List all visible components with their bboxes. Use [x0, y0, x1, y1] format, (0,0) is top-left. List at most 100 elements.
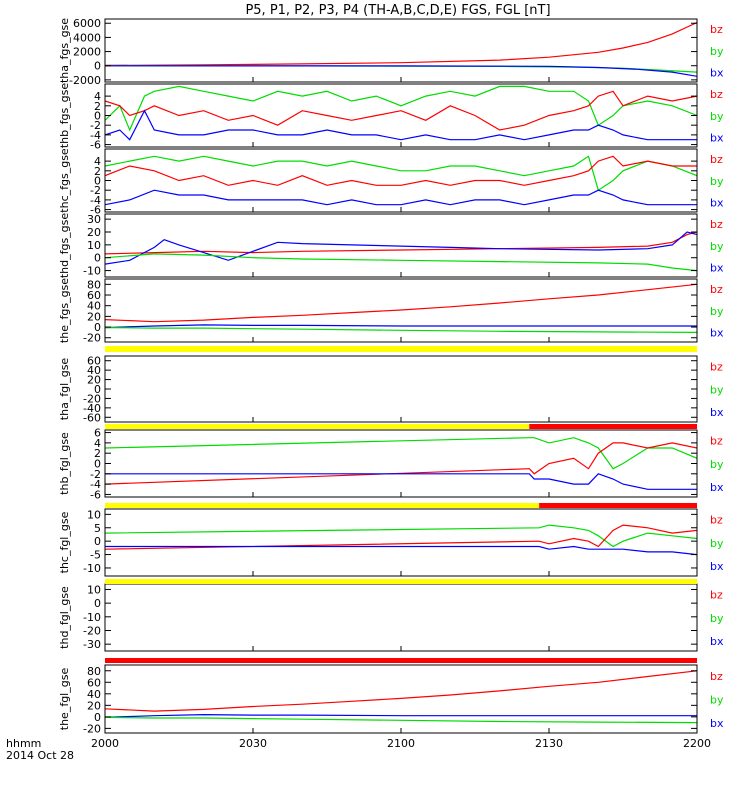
- legend-by: by: [710, 458, 724, 471]
- panel: 100-10-20-30 thd_fgl_gse bz by bx: [58, 583, 724, 652]
- y-tick-label: 40: [87, 300, 101, 313]
- y-tick-label: 0: [94, 175, 101, 188]
- y-tick-label: -2: [90, 184, 101, 197]
- legend-bz: bz: [710, 23, 723, 36]
- series-line-by: [105, 85, 697, 132]
- y-tick-label: 4: [94, 437, 101, 450]
- series-line-bz: [105, 283, 697, 323]
- y-axis-label: thd_fgl_gse: [58, 586, 71, 649]
- legend-by: by: [710, 612, 724, 625]
- legend-bx: bx: [710, 132, 724, 145]
- series-line-bz: [105, 231, 697, 255]
- y-tick-label: 10: [87, 508, 101, 521]
- y-tick-label: -4: [90, 194, 101, 207]
- legend-bz: bz: [710, 589, 723, 602]
- series-line-by: [105, 524, 697, 548]
- y-tick-label: 0: [94, 321, 101, 334]
- legend-bx: bx: [710, 262, 724, 275]
- y-tick-label: 0: [94, 535, 101, 548]
- series-line-bx: [105, 189, 697, 206]
- status-bar-segment: [105, 424, 530, 429]
- y-axis-label: thd_fgs_gse: [58, 213, 71, 279]
- y-tick-label: 2: [94, 165, 101, 178]
- y-tick-label: -2000: [69, 74, 101, 87]
- x-tick-label: 2200: [683, 737, 711, 750]
- y-tick-label: -20: [83, 624, 101, 637]
- y-tick-label: -20: [83, 332, 101, 345]
- y-tick-label: 0: [94, 252, 101, 265]
- y-tick-label: 10: [87, 239, 101, 252]
- y-axis-label: the_fgl_gse: [58, 668, 71, 731]
- series-line-bx: [105, 109, 697, 141]
- y-tick-label: 10: [87, 583, 101, 596]
- legend-bz: bz: [710, 153, 723, 166]
- series-line-by: [105, 716, 697, 724]
- y-tick-label: 5: [94, 522, 101, 535]
- y-axis-label: thb_fgs_gse: [58, 83, 71, 149]
- status-bar-segment: [105, 346, 697, 352]
- series-line-by: [105, 155, 697, 192]
- y-tick-label: -20: [83, 722, 101, 735]
- series-line-bz: [105, 670, 697, 712]
- legend-bx: bx: [710, 560, 724, 573]
- y-tick-label: -10: [83, 265, 101, 278]
- y-tick-label: -30: [83, 638, 101, 651]
- y-tick-label: -20: [83, 392, 101, 405]
- y-axis-label: thc_fgs_gse: [58, 148, 71, 213]
- legend-bx: bx: [710, 327, 724, 340]
- series-line-by: [105, 327, 697, 333]
- y-tick-label: 2: [94, 447, 101, 460]
- y-tick-label: 4: [94, 90, 101, 103]
- series-line-bz: [105, 155, 697, 186]
- panel: 420-2-4-6 thb_fgs_gse bz by bx: [58, 83, 724, 152]
- y-tick-label: 20: [87, 310, 101, 323]
- y-tick-label: 0: [94, 597, 101, 610]
- series-line-bx: [105, 545, 697, 556]
- y-tick-label: 20: [87, 374, 101, 387]
- legend-by: by: [710, 305, 724, 318]
- legend-bx: bx: [710, 197, 724, 210]
- y-axis-label: thc_fgl_gse: [58, 511, 71, 573]
- y-tick-label: 20: [87, 226, 101, 239]
- chart-title: P5, P1, P2, P3, P4 (TH-A,B,C,D,E) FGS, F…: [245, 3, 550, 18]
- y-tick-label: -40: [83, 402, 101, 415]
- series-line-bx: [105, 713, 697, 718]
- y-axis-label: the_fgs_gse: [58, 278, 71, 343]
- y-tick-label: 6000: [73, 17, 101, 30]
- y-tick-label: 0: [94, 711, 101, 724]
- series-line-bz: [105, 21, 697, 66]
- legend-by: by: [710, 537, 724, 550]
- y-tick-label: 0: [94, 60, 101, 73]
- y-tick-label: 60: [87, 676, 101, 689]
- legend-bz: bz: [710, 283, 723, 296]
- x-tick-label: 2100: [387, 737, 415, 750]
- legend-by: by: [710, 45, 724, 58]
- panel: 420-2-4-6 thc_fgs_gse bz by bx: [58, 148, 724, 217]
- legend-bx: bx: [710, 635, 724, 648]
- panel-frame: [104, 429, 698, 498]
- x-tick-label: 2030: [239, 737, 267, 750]
- y-axis-label: tha_fgl_gse: [58, 358, 71, 421]
- legend-by: by: [710, 694, 724, 707]
- series-line-bx: [105, 324, 697, 329]
- y-tick-label: -6: [90, 488, 101, 501]
- series-line-bz: [105, 442, 697, 485]
- series-line-bx: [105, 231, 697, 265]
- legend-bx: bx: [710, 717, 724, 730]
- y-tick-label: -6: [90, 204, 101, 217]
- series-line-bz: [105, 524, 697, 550]
- y-tick-label: -10: [83, 562, 101, 575]
- y-tick-label: 40: [87, 364, 101, 377]
- y-tick-label: 80: [87, 278, 101, 291]
- legend-bx: bx: [710, 67, 724, 80]
- status-bar-segment: [539, 503, 697, 508]
- y-tick-label: 60: [87, 289, 101, 302]
- y-tick-label: 2: [94, 100, 101, 113]
- status-bar-segment: [529, 424, 697, 429]
